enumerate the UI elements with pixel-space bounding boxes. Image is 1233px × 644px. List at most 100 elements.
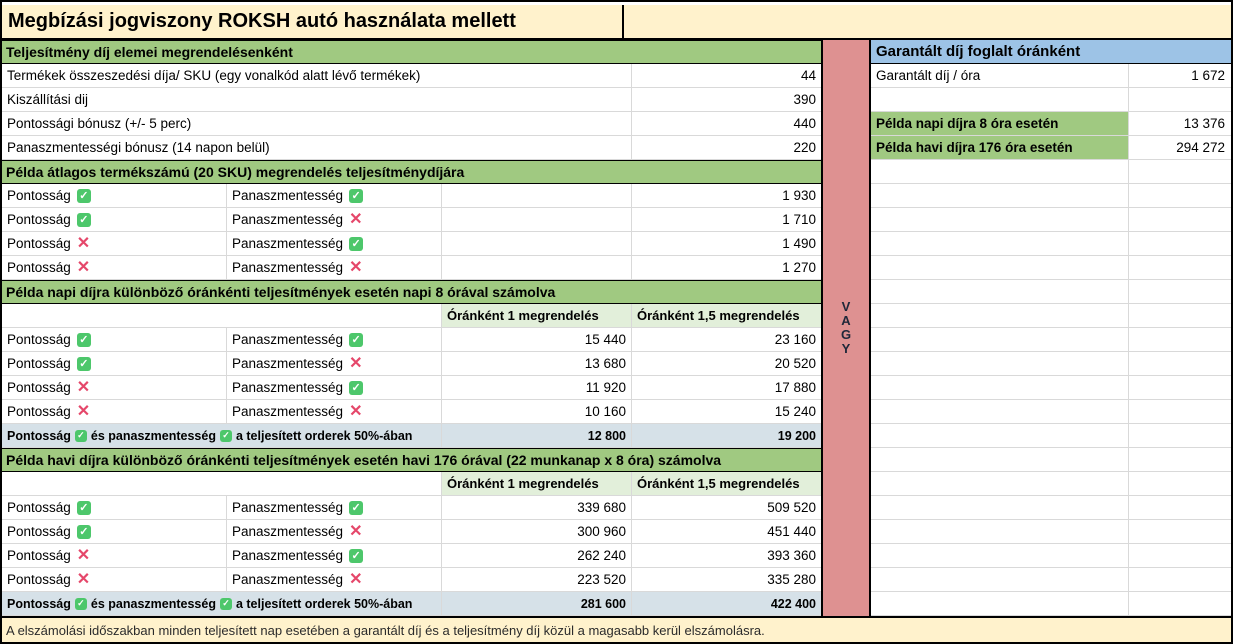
summary-label-cell[interactable]: Pontosság ✓ és panaszmentesség ✓ a teljesíte…	[2, 592, 442, 616]
summary-value-1-5-order[interactable]: 422 400	[632, 592, 821, 616]
summary-label-cell[interactable]: Pontosság ✓ és panaszmentesség ✓ a teljesíte…	[2, 424, 442, 448]
footer-note[interactable]: A elszámolási időszakban minden teljesít…	[2, 616, 1231, 642]
empty-cell[interactable]	[1129, 424, 1231, 448]
fee-value[interactable]: 44	[632, 64, 821, 88]
fee-label[interactable]: Termékek összeszedési díja/ SKU (egy von…	[2, 64, 632, 88]
value-1-5-order[interactable]: 335 280	[632, 568, 821, 592]
fee-label[interactable]: Pontossági bónusz (+/- 5 perc)	[2, 112, 632, 136]
empty-cell[interactable]	[1129, 208, 1231, 232]
empty-cell[interactable]	[1129, 184, 1231, 208]
empty-cell[interactable]	[2, 472, 442, 496]
empty-cell[interactable]	[1129, 256, 1231, 280]
value-1-5-order[interactable]: 17 880	[632, 376, 821, 400]
fee-label[interactable]: Kiszállítási dij	[2, 88, 632, 112]
empty-cell[interactable]	[871, 592, 1129, 616]
empty-cell[interactable]	[871, 184, 1129, 208]
column-header-1-order[interactable]: Óránként 1 megrendelés	[442, 304, 632, 328]
empty-cell[interactable]	[442, 232, 632, 256]
value-1-order[interactable]: 223 520	[442, 568, 632, 592]
panaszmentesseg-cell[interactable]: Panaszmentesség ✕	[227, 520, 442, 544]
pontossag-cell[interactable]: Pontosság ✕	[2, 544, 227, 568]
panaszmentesseg-cell[interactable]: Panaszmentesség ✓	[227, 328, 442, 352]
panaszmentesseg-cell[interactable]: Panaszmentesség ✕	[227, 568, 442, 592]
pontossag-cell[interactable]: Pontosság ✕	[2, 568, 227, 592]
pontossag-cell[interactable]: Pontosság ✓	[2, 184, 227, 208]
empty-cell[interactable]	[871, 544, 1129, 568]
value-1-order[interactable]: 13 680	[442, 352, 632, 376]
empty-cell[interactable]	[871, 472, 1129, 496]
value-1-5-order[interactable]: 451 440	[632, 520, 821, 544]
empty-cell[interactable]	[871, 88, 1129, 112]
empty-cell[interactable]	[871, 208, 1129, 232]
empty-cell[interactable]	[1129, 496, 1231, 520]
fee-value[interactable]: 220	[632, 136, 821, 160]
section-header[interactable]: Példa átlagos termékszámú (20 SKU) megre…	[2, 160, 821, 184]
section-header[interactable]: Teljesítmény díj elemei megrendelésenkén…	[2, 40, 821, 64]
pontossag-cell[interactable]: Pontosság ✕	[2, 256, 227, 280]
monthly-example-label[interactable]: Példa havi díjra 176 óra esetén	[871, 136, 1129, 160]
empty-cell[interactable]	[1129, 376, 1231, 400]
empty-cell[interactable]	[1129, 352, 1231, 376]
value-1-5-order[interactable]: 15 240	[632, 400, 821, 424]
guaranteed-fee-value[interactable]: 1 672	[1129, 64, 1231, 88]
empty-cell[interactable]	[1129, 280, 1231, 304]
value-1-order[interactable]: 15 440	[442, 328, 632, 352]
empty-cell[interactable]	[871, 352, 1129, 376]
summary-value-1-5-order[interactable]: 19 200	[632, 424, 821, 448]
empty-cell[interactable]	[871, 280, 1129, 304]
column-header-1-5-order[interactable]: Óránként 1,5 megrendelés	[632, 472, 821, 496]
summary-value-1-order[interactable]: 281 600	[442, 592, 632, 616]
empty-cell[interactable]	[1129, 232, 1231, 256]
empty-cell[interactable]	[1129, 304, 1231, 328]
empty-cell[interactable]	[1129, 520, 1231, 544]
empty-cell[interactable]	[1129, 448, 1231, 472]
summary-value-1-order[interactable]: 12 800	[442, 424, 632, 448]
value-1-5-order[interactable]: 23 160	[632, 328, 821, 352]
empty-cell[interactable]	[1129, 568, 1231, 592]
fee-value[interactable]: 390	[632, 88, 821, 112]
empty-cell[interactable]	[442, 256, 632, 280]
panaszmentesseg-cell[interactable]: Panaszmentesség ✓	[227, 184, 442, 208]
order-fee-value[interactable]: 1 490	[632, 232, 821, 256]
value-1-order[interactable]: 10 160	[442, 400, 632, 424]
section-header[interactable]: Példa havi díjra különböző óránkénti tel…	[2, 448, 821, 472]
value-1-5-order[interactable]: 393 360	[632, 544, 821, 568]
guaranteed-fee-label[interactable]: Garantált díj / óra	[871, 64, 1129, 88]
value-1-order[interactable]: 300 960	[442, 520, 632, 544]
panaszmentesseg-cell[interactable]: Panaszmentesség ✕	[227, 400, 442, 424]
empty-cell[interactable]	[871, 400, 1129, 424]
empty-cell[interactable]	[871, 160, 1129, 184]
value-1-order[interactable]: 11 920	[442, 376, 632, 400]
panaszmentesseg-cell[interactable]: Panaszmentesség ✓	[227, 232, 442, 256]
empty-cell[interactable]	[1129, 160, 1231, 184]
panaszmentesseg-cell[interactable]: Panaszmentesség ✓	[227, 376, 442, 400]
empty-cell[interactable]	[1129, 400, 1231, 424]
pontossag-cell[interactable]: Pontosság ✓	[2, 208, 227, 232]
pontossag-cell[interactable]: Pontosság ✕	[2, 400, 227, 424]
empty-cell[interactable]	[1129, 472, 1231, 496]
section-header[interactable]: Példa napi díjra különböző óránkénti tel…	[2, 280, 821, 304]
empty-cell[interactable]	[1129, 592, 1231, 616]
column-header-1-order[interactable]: Óránként 1 megrendelés	[442, 472, 632, 496]
empty-cell[interactable]	[2, 304, 442, 328]
daily-example-label[interactable]: Példa napi díjra 8 óra esetén	[871, 112, 1129, 136]
panaszmentesseg-cell[interactable]: Panaszmentesség ✕	[227, 208, 442, 232]
empty-cell[interactable]	[871, 376, 1129, 400]
pontossag-cell[interactable]: Pontosság ✓	[2, 352, 227, 376]
pontossag-cell[interactable]: Pontosság ✓	[2, 520, 227, 544]
empty-cell[interactable]	[871, 568, 1129, 592]
empty-cell[interactable]	[871, 256, 1129, 280]
empty-cell[interactable]	[442, 208, 632, 232]
empty-cell[interactable]	[871, 448, 1129, 472]
column-header-1-5-order[interactable]: Óránként 1,5 megrendelés	[632, 304, 821, 328]
empty-cell[interactable]	[871, 232, 1129, 256]
empty-cell[interactable]	[1129, 544, 1231, 568]
order-fee-value[interactable]: 1 270	[632, 256, 821, 280]
value-1-5-order[interactable]: 509 520	[632, 496, 821, 520]
empty-cell[interactable]	[442, 184, 632, 208]
value-1-order[interactable]: 339 680	[442, 496, 632, 520]
page-title[interactable]: Megbízási jogviszony ROKSH autó használa…	[2, 5, 624, 38]
fee-value[interactable]: 440	[632, 112, 821, 136]
monthly-example-value[interactable]: 294 272	[1129, 136, 1231, 160]
order-fee-value[interactable]: 1 710	[632, 208, 821, 232]
